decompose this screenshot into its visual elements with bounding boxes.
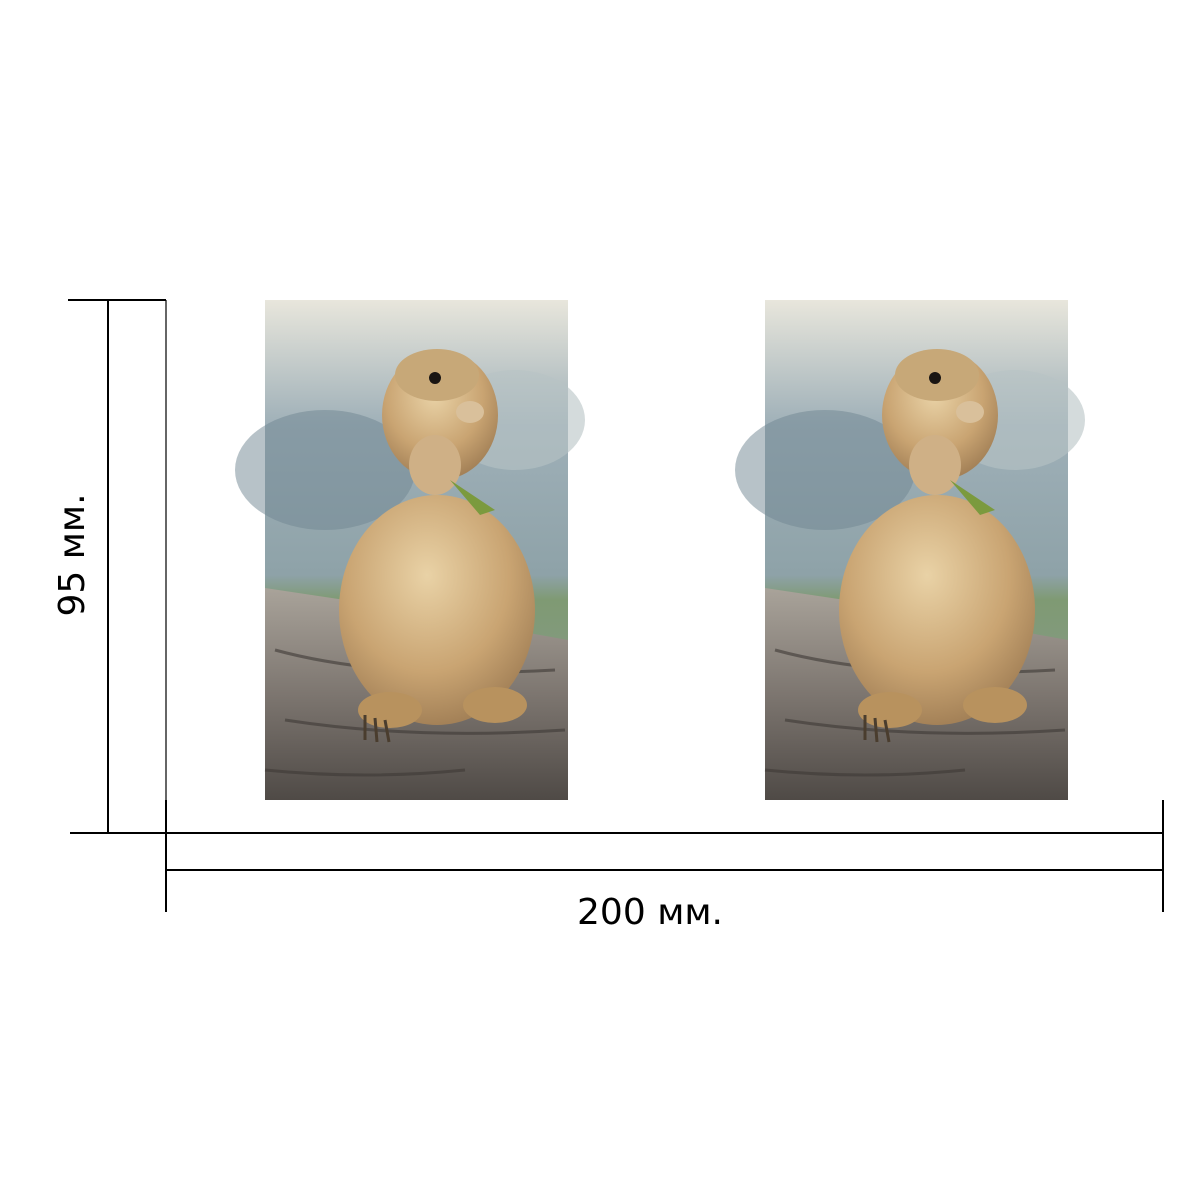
width-label: 200 мм. — [577, 892, 723, 933]
height-dimension: 95 мм. — [52, 299, 167, 834]
height-label: 95 мм. — [52, 493, 93, 616]
photo-right — [733, 298, 1087, 802]
width-dimension: 200 мм. — [165, 800, 1164, 933]
photo-left — [233, 298, 587, 802]
